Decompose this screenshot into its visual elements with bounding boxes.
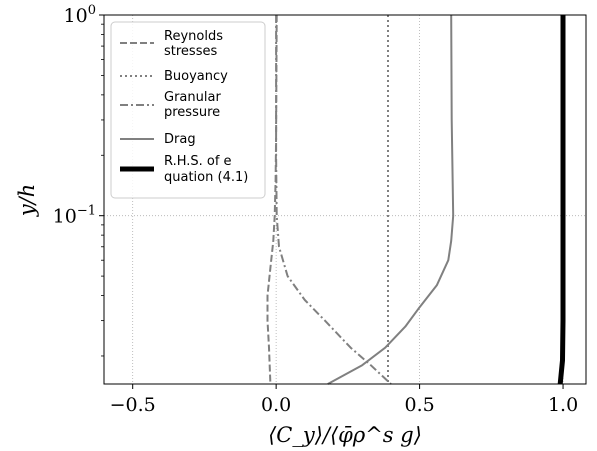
- x-tick-label: 1.0: [548, 394, 578, 416]
- legend-label-reynolds-1: Reynolds: [164, 29, 223, 44]
- series-rhs: [557, 15, 566, 385]
- legend-label-buoyancy: Buoyancy: [164, 69, 228, 84]
- x-tick-label: −0.5: [110, 394, 156, 416]
- legend-label-drag: Drag: [164, 132, 196, 147]
- legend-label-granular-1: Granular: [164, 90, 221, 105]
- grid: [104, 15, 586, 384]
- legend-label-rhs-2: quation (4.1): [164, 170, 248, 185]
- legend-label-reynolds-2: stresses: [164, 44, 217, 59]
- legend-box: [110, 21, 266, 199]
- legend-label-rhs-1: R.H.S. of e: [164, 154, 232, 169]
- x-axis-label: ⟨C_y⟩/⟨φ̄ρ^s g⟩: [268, 423, 422, 447]
- series-drag: [327, 14, 455, 385]
- plot-frame: [103, 14, 587, 385]
- legend: Reynolds stresses Buoyancy Granular pres…: [110, 21, 266, 199]
- y-tick-label: 10−1: [53, 204, 96, 228]
- legend-label-granular-2: pressure: [164, 105, 220, 120]
- x-tick-label: 0.0: [261, 394, 291, 416]
- axis-ticks: −0.5 0.0 0.5 1.0 100 10−1: [53, 3, 579, 416]
- y-axis-label: y/h: [15, 184, 39, 217]
- series-granular-pressure: [275, 15, 392, 385]
- series-layer: [266, 14, 566, 385]
- x-tick-label: 0.5: [404, 394, 434, 416]
- y-tick-label: 100: [64, 3, 96, 27]
